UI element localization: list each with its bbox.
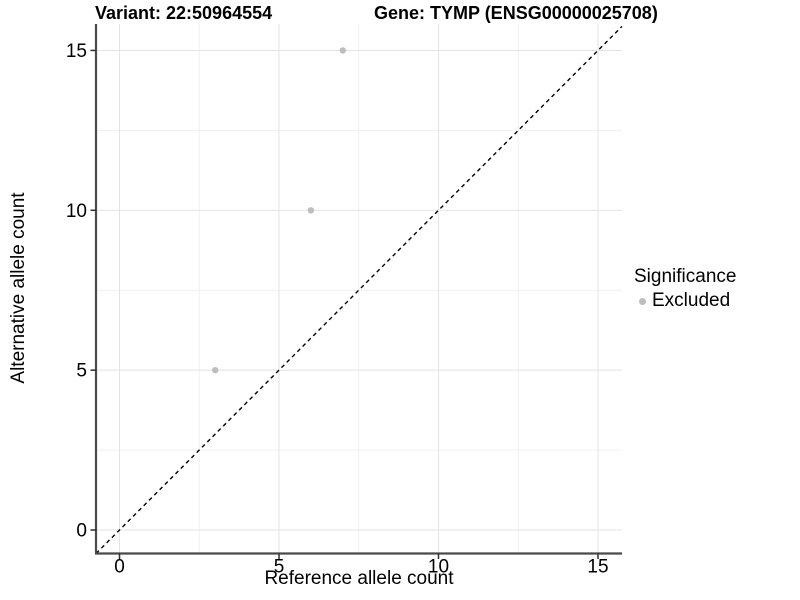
y-tick-label: 15 [66,41,87,62]
data-point [307,207,315,214]
legend-point-icon [639,297,646,305]
legend-item-label: Excluded [652,290,731,311]
data-point [212,366,219,374]
y-tick-label: 5 [76,361,87,382]
legend-item-excluded: Excluded [639,290,736,312]
x-tick-label: 5 [274,557,285,578]
y-tick-label: 0 [76,521,87,542]
plot-title-variant: Variant: 22:50964554 [95,3,273,23]
legend: Significance Excluded [634,266,736,312]
x-tick-label: 15 [587,557,608,578]
legend-title: Significance [634,266,737,287]
x-axis-title: Reference allele count [264,568,454,589]
y-tick-label: 10 [66,201,87,222]
x-tick-label: 10 [428,557,449,578]
data-point [339,47,346,54]
x-tick-label: 0 [114,557,125,578]
plot-title-gene: Gene: TYMP (ENSG00000025708) [374,3,658,23]
y-axis-title: Alternative allele count [8,192,29,384]
